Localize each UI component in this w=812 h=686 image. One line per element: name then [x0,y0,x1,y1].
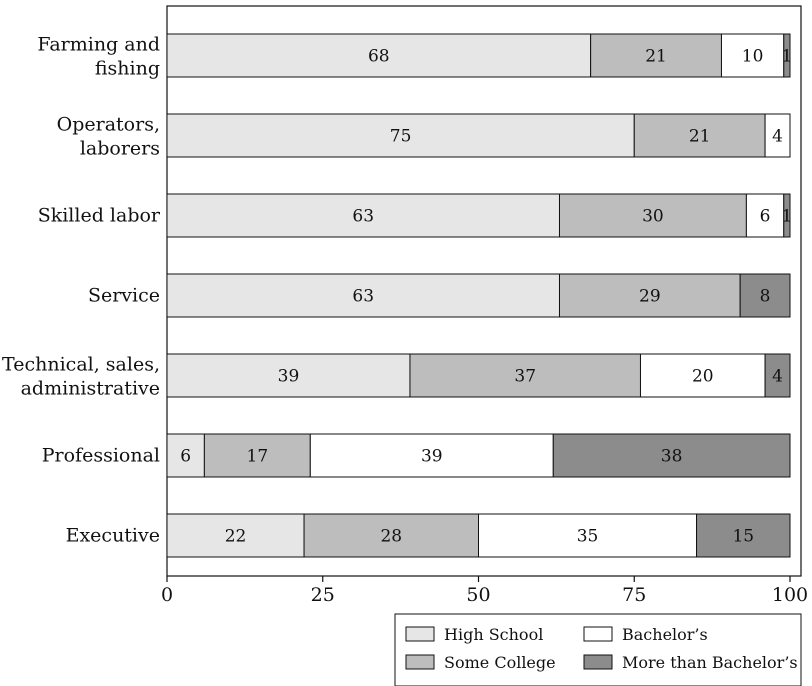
bar-segment [166,193,560,238]
bar-segment [478,513,698,558]
bar-segment [783,193,791,238]
bar-segment [409,353,641,398]
bar-segment [696,513,791,558]
x-tick-label: 100 [772,584,808,606]
data-label: 6 [180,447,191,467]
data-label: 4 [772,367,783,387]
bar-segment [639,353,766,398]
legend-label: High School [444,625,543,644]
data-label: 63 [352,287,374,307]
bar-segment [764,113,791,158]
data-label: 39 [421,447,443,467]
data-label: 6 [760,207,771,227]
bar-segment [590,33,722,78]
category-label: Executive [66,525,160,547]
bar-segment [552,433,791,478]
bar-segment [764,353,791,398]
data-label: 39 [278,367,300,387]
bar-segment [739,273,791,318]
legend-swatch [405,626,435,642]
x-tick-label: 25 [311,584,335,606]
legend: High School Bachelor’s Some College More th… [394,613,802,686]
data-label: 30 [642,207,664,227]
data-label: 35 [577,527,599,547]
category-label: Operators, [57,114,160,136]
x-axis: 0 25 50 75 100 [161,576,808,606]
data-label: 10 [742,47,764,67]
category-label: Skilled labor [38,205,161,227]
data-label: 29 [639,287,661,307]
bar-segment [166,33,592,78]
data-label: 21 [689,127,711,147]
data-label: 8 [760,287,771,307]
x-tick-label: 50 [466,584,490,606]
data-label: 75 [390,127,412,147]
category-label: laborers [80,138,160,160]
category-label: Farming and [37,34,160,56]
data-label: 1 [781,207,792,227]
category-label: Technical, sales, [2,354,160,376]
data-label: 1 [781,47,792,67]
data-label: 38 [661,447,683,467]
bar-segment [166,273,560,318]
data-label: 37 [514,367,536,387]
bar-segment [745,193,785,238]
bar-segment [558,273,741,318]
legend-label: More than Bachelor’s [622,653,798,672]
x-tick-label: 75 [622,584,646,606]
bar-segment [558,193,747,238]
data-label: 20 [692,367,714,387]
data-label: 28 [380,527,402,547]
data-label: 15 [732,527,754,547]
bar-segment [203,433,311,478]
category-label: fishing [95,58,160,80]
data-label: 21 [645,47,667,67]
bar-segment [166,113,635,158]
category-label: administrative [21,378,160,400]
data-label: 63 [352,207,374,227]
bar-segment [783,33,791,78]
legend-swatch [405,654,435,670]
bar-segment [309,433,554,478]
legend-label: Bachelor’s [622,625,708,644]
legend-box [394,613,802,686]
category-label: Professional [42,445,160,467]
data-label: 22 [225,527,247,547]
bar-segment [303,513,479,558]
bar-segment [633,113,766,158]
x-tick-label: 0 [161,584,173,606]
legend-swatch [583,626,613,642]
category-label: Service [88,285,160,307]
data-label: 17 [247,447,269,467]
data-label: 68 [368,47,390,67]
legend-swatch [583,654,613,670]
data-label: 4 [772,127,783,147]
bar-segment [166,433,205,478]
legend-label: Some College [444,653,556,672]
